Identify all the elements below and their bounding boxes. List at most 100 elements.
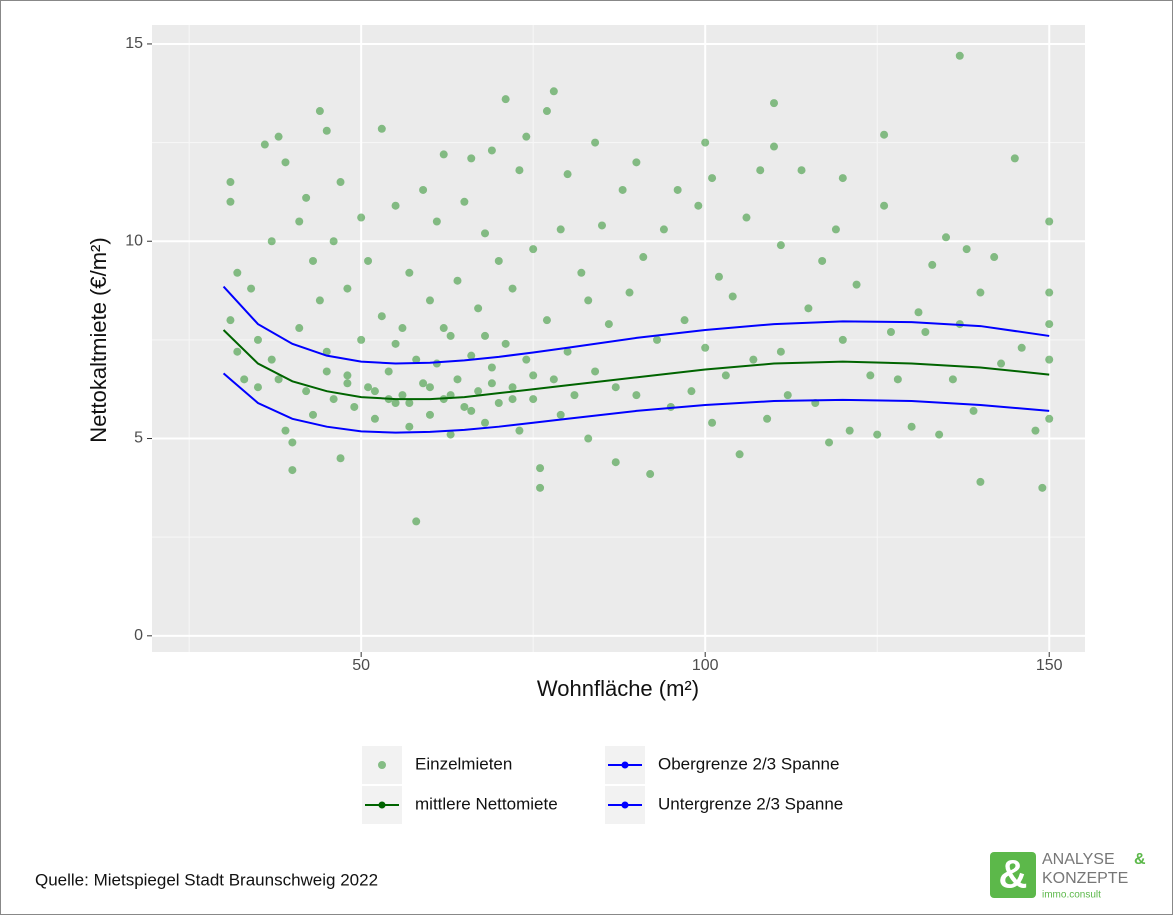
point: [412, 517, 421, 526]
point: [797, 166, 806, 175]
point: [818, 256, 827, 265]
point: [274, 132, 283, 141]
point: [549, 375, 558, 384]
point: [556, 410, 565, 419]
point: [453, 375, 462, 384]
point: [322, 347, 331, 356]
point: [508, 383, 517, 392]
point: [536, 483, 545, 492]
point: [549, 87, 558, 96]
point: [542, 316, 551, 325]
point: [948, 375, 957, 384]
logo-symbol: &: [999, 853, 1028, 897]
marks: [222, 51, 1054, 526]
point: [309, 410, 318, 419]
point: [487, 146, 496, 155]
point: [721, 371, 730, 380]
point: [804, 304, 813, 313]
point: [446, 430, 455, 439]
point: [288, 466, 297, 475]
point: [309, 256, 318, 265]
point: [391, 339, 400, 348]
point: [481, 418, 490, 427]
point: [591, 138, 600, 147]
point: [474, 304, 483, 313]
logo: & ANALYSE & KONZEPTE immo.consult: [990, 851, 1146, 901]
point: [1045, 320, 1054, 329]
point: [515, 426, 524, 435]
grid: [152, 25, 1085, 652]
point: [233, 268, 242, 277]
point: [659, 225, 668, 234]
point: [1038, 483, 1047, 492]
point: [708, 174, 717, 183]
point: [845, 426, 854, 435]
point: [604, 320, 613, 329]
point: [343, 379, 352, 388]
point: [460, 197, 469, 206]
point: [439, 324, 448, 333]
point: [962, 245, 971, 254]
point: [1045, 288, 1054, 297]
legend-symbol: [621, 761, 629, 769]
point: [522, 355, 531, 364]
point: [742, 213, 751, 222]
point: [563, 347, 572, 356]
point: [481, 229, 490, 238]
point: [673, 185, 682, 194]
point: [267, 355, 276, 364]
line: [222, 372, 1050, 434]
point: [632, 158, 641, 167]
point: [405, 399, 414, 408]
point: [377, 312, 386, 321]
point: [529, 371, 538, 380]
point: [260, 140, 269, 149]
point: [880, 130, 889, 139]
point: [467, 406, 476, 415]
point: [873, 430, 882, 439]
point: [770, 99, 778, 108]
point: [398, 324, 407, 333]
logo-text: immo.consult: [1042, 890, 1101, 901]
point: [880, 201, 889, 210]
legend-label: Einzelmieten: [415, 754, 512, 773]
point: [1045, 414, 1054, 423]
point: [281, 158, 290, 167]
point: [357, 213, 366, 222]
point: [570, 391, 579, 400]
point: [852, 280, 861, 289]
point: [935, 430, 944, 439]
point: [336, 454, 345, 463]
y-tick-label: 15: [125, 35, 143, 52]
x-tick-label: 50: [352, 657, 370, 674]
legend-symbol: [378, 761, 386, 769]
point: [419, 379, 428, 388]
point: [391, 201, 400, 210]
point: [756, 166, 765, 175]
point: [405, 268, 414, 277]
point: [776, 241, 785, 250]
point: [253, 383, 262, 392]
point: [364, 383, 373, 392]
line: [222, 285, 1050, 365]
point: [632, 391, 641, 400]
point: [542, 107, 551, 116]
point: [886, 327, 895, 336]
point: [611, 458, 620, 467]
logo-text: KONZEPTE: [1042, 870, 1128, 887]
y-axis-title: Nettokaltmiete (€/m²): [86, 237, 111, 442]
logo-text: ANALYSE: [1042, 851, 1115, 868]
point: [274, 375, 283, 384]
point: [577, 268, 586, 277]
point: [336, 178, 345, 187]
point: [522, 132, 531, 141]
point: [976, 477, 985, 486]
point: [763, 414, 772, 423]
line: [222, 329, 1050, 401]
point: [515, 166, 524, 175]
axes: 50 100 150 0 5 10 15: [125, 35, 1062, 674]
point: [1031, 426, 1040, 435]
y-tick-label: 10: [125, 232, 143, 249]
point: [425, 383, 434, 392]
legend-symbol: [378, 801, 386, 809]
